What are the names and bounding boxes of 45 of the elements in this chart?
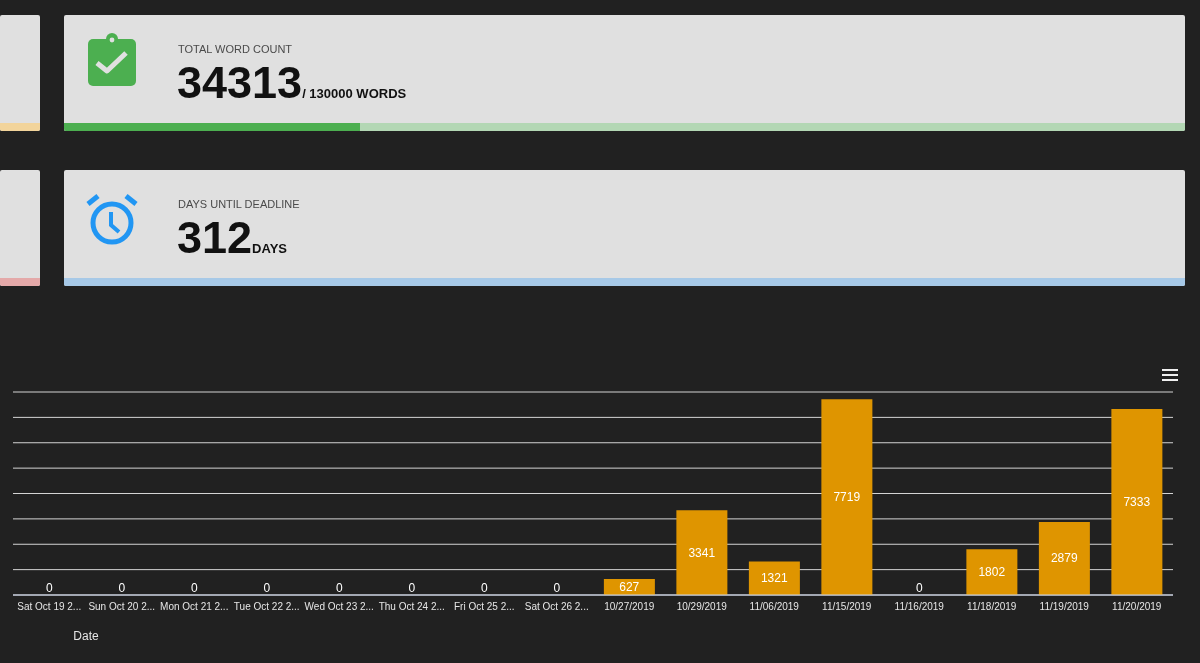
bar: [966, 549, 1018, 595]
x-tick-label: Wed Oct 23 2...: [304, 601, 374, 613]
text: TOTAL WORD COUNT: [178, 43, 293, 55]
data-label: 0: [915, 581, 923, 595]
bar: [748, 561, 800, 595]
x-tick-label: 10/27/2019: [604, 601, 655, 613]
data-label: 627: [619, 580, 640, 595]
bar: [676, 510, 728, 595]
data-label: 7719: [833, 490, 861, 505]
data-label: 0: [480, 581, 488, 595]
bar: [821, 399, 873, 595]
x-tick-label: 11/18/2019: [967, 601, 1017, 613]
data-label: 34313: [177, 57, 303, 108]
x-axis-title: Date: [73, 629, 99, 643]
x-tick-label: 11/20/2019: [1112, 601, 1162, 613]
data-label: 312: [177, 212, 253, 263]
data-label: 1802: [978, 565, 1006, 580]
data-label: 1321: [760, 571, 788, 586]
data-label: 2879: [1050, 551, 1078, 566]
text: DAYS UNTIL DEADLINE: [178, 198, 300, 210]
x-tick-label: Thu Oct 24 2...: [378, 601, 445, 613]
data-label: 0: [335, 581, 343, 595]
x-tick-label: Sat Oct 26 2...: [524, 601, 589, 613]
data-label: 3341: [688, 545, 716, 560]
data-label: 0: [118, 581, 126, 595]
data-label: 0: [408, 581, 416, 595]
data-label: 0: [190, 581, 198, 595]
data-label: 0: [263, 581, 271, 595]
bar: [1111, 408, 1163, 595]
data-label: 0: [45, 581, 53, 595]
text: DAYS: [252, 241, 288, 256]
x-tick-label: 11/16/2019: [894, 601, 945, 613]
x-tick-label: 11/06/2019: [749, 601, 800, 613]
x-tick-label: Fri Oct 25 2...: [453, 601, 515, 613]
x-tick-label: 10/29/2019: [676, 601, 728, 613]
data-label: 7333: [1123, 494, 1151, 509]
x-tick-label: Sun Oct 20 2...: [88, 601, 156, 613]
x-tick-label: Tue Oct 22 2...: [233, 601, 300, 613]
data-label: / 130000 WORDS: [302, 86, 407, 101]
x-tick-label: Mon Oct 21 2...: [160, 601, 229, 613]
x-tick-label: Sat Oct 19 2...: [17, 601, 82, 613]
bar: [1038, 521, 1090, 595]
data-label: 0: [553, 581, 561, 595]
x-tick-label: 11/15/2019: [822, 601, 872, 613]
x-tick-label: 11/19/2019: [1039, 601, 1090, 613]
